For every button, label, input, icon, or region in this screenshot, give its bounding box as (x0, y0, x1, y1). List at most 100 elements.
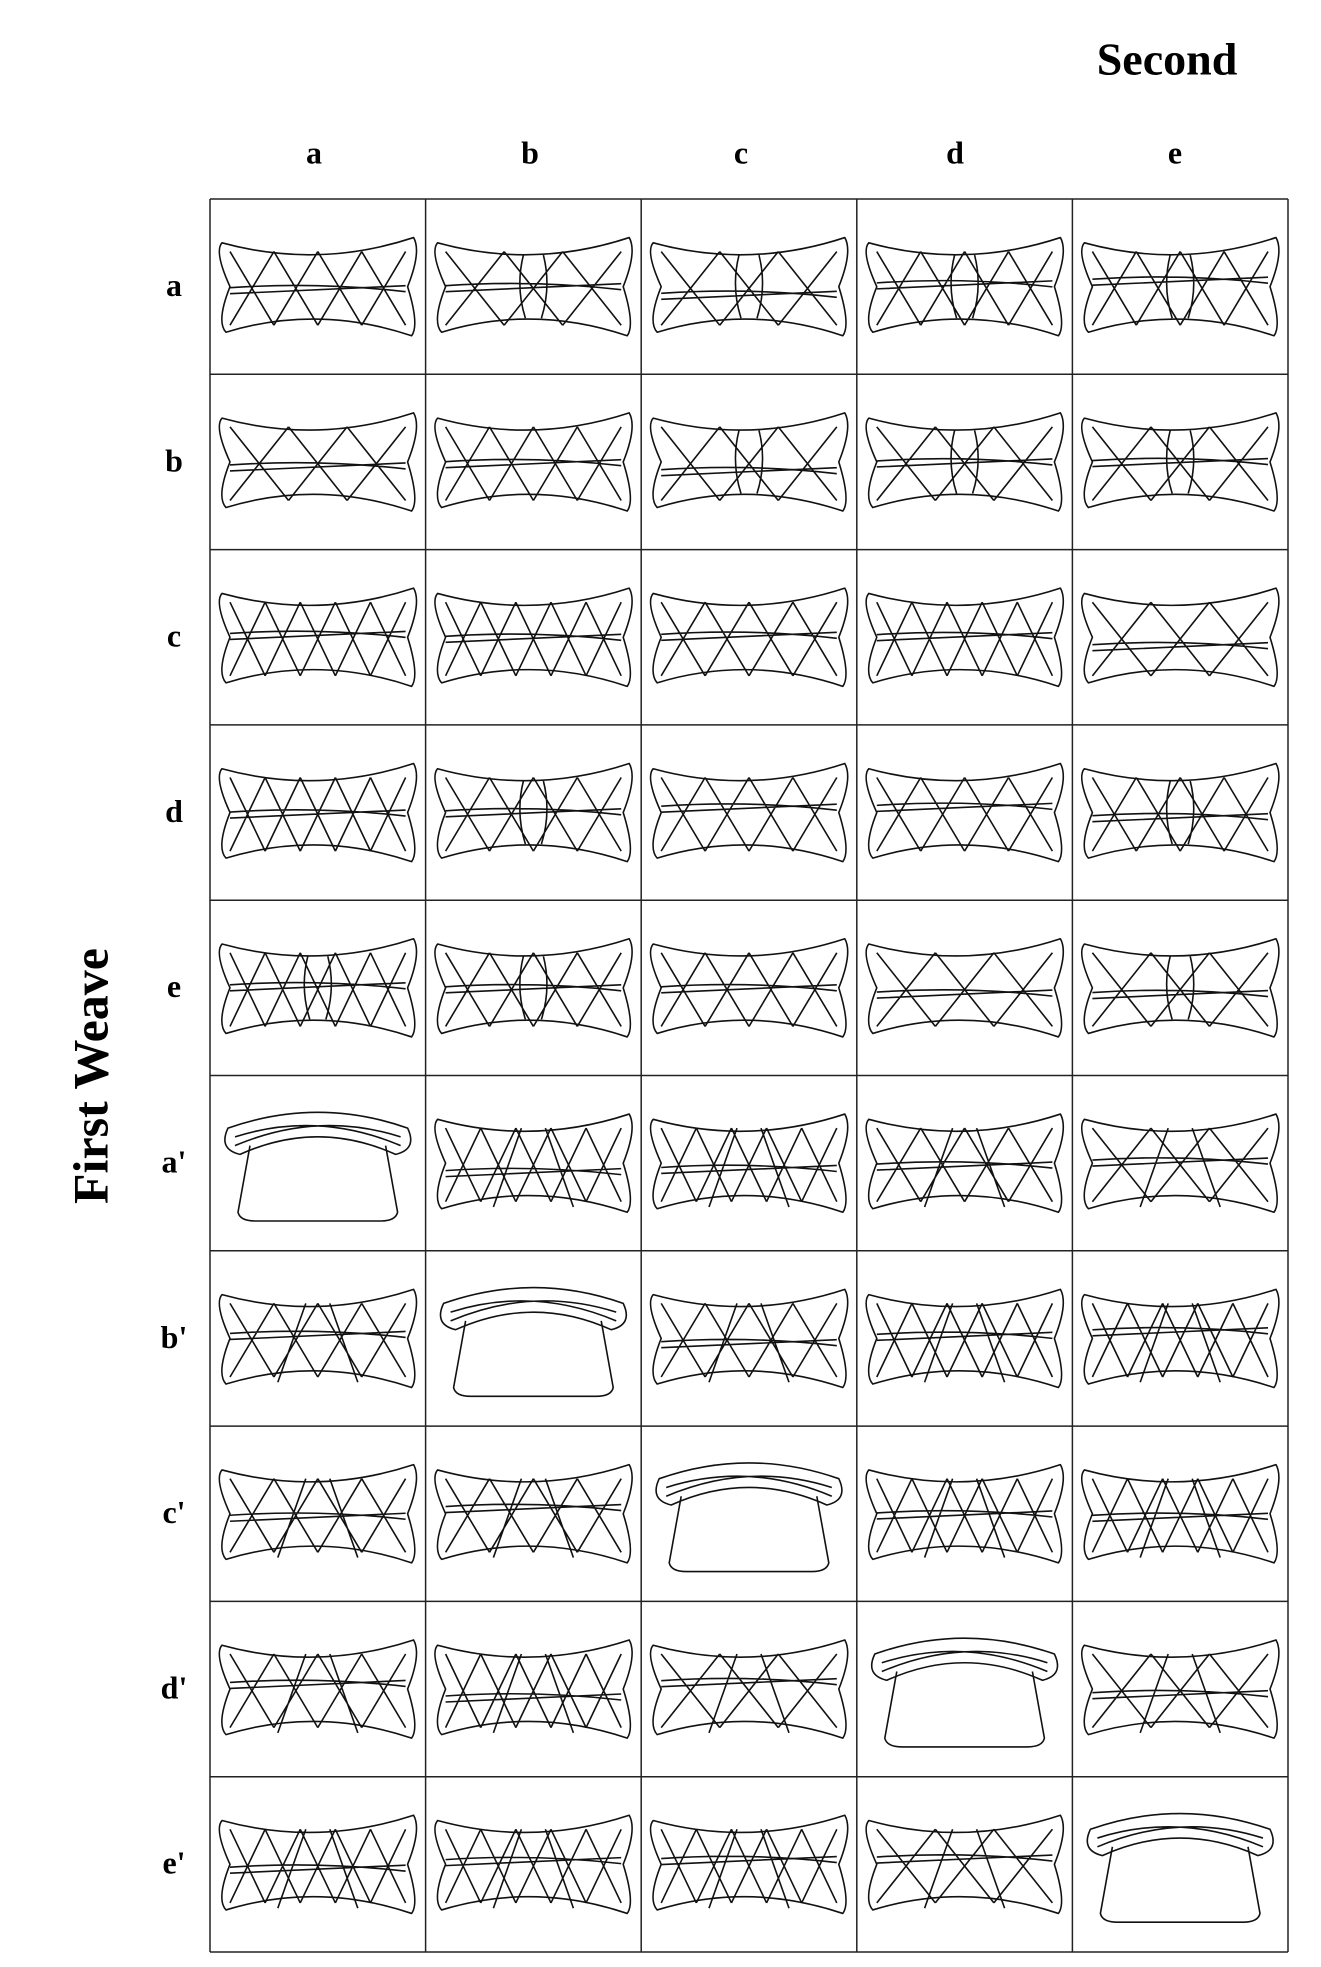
weave-outline (434, 236, 633, 337)
weave-strands (660, 777, 838, 852)
weave-strands (876, 777, 1054, 852)
weave-drawing (649, 1288, 849, 1389)
weave-drawing (1080, 762, 1280, 863)
weave-drawing (865, 236, 1065, 337)
weave-wings (655, 1462, 843, 1506)
second-title: Second (1097, 34, 1238, 85)
weave-strands (444, 1828, 622, 1909)
weave-outline (1080, 762, 1280, 863)
weave-outline (649, 1113, 849, 1214)
weave-outline (218, 1463, 418, 1564)
weave-drawing (1080, 1639, 1280, 1739)
weave-drawing (218, 1463, 418, 1564)
weave-outline (434, 1639, 633, 1739)
weave-drawing (434, 412, 633, 512)
row-label: a (166, 267, 182, 303)
weave-outline (1080, 1463, 1280, 1564)
row-label: d' (161, 1669, 188, 1705)
weave-strands (876, 1127, 1054, 1208)
weave-strands (876, 601, 1054, 677)
weave-strands (660, 251, 838, 326)
weave-drawing (1080, 236, 1280, 337)
weave-outline (434, 412, 633, 512)
weave-strands (444, 251, 622, 326)
weave-strands (444, 777, 622, 852)
weave-outline (1080, 937, 1280, 1038)
weave-outline (218, 937, 418, 1038)
weave-strands (444, 1127, 622, 1208)
weave-strands (660, 1127, 838, 1208)
weave-drawing (1080, 1113, 1280, 1214)
weave-outline (1080, 412, 1280, 512)
weave-base (883, 1671, 1046, 1748)
weave-drawing (649, 1639, 849, 1739)
weave-strands (876, 426, 1054, 502)
weave-drawing (439, 1286, 628, 1398)
weave-outline (218, 236, 418, 337)
weave-outline (865, 236, 1065, 337)
weave-drawing (1080, 412, 1280, 512)
weave-strands (229, 426, 407, 502)
weave-strands (229, 1478, 407, 1558)
weave-drawing (1080, 1288, 1280, 1389)
weave-outline (1080, 1113, 1280, 1214)
weave-strands (444, 952, 622, 1027)
weave-strands (660, 1302, 838, 1383)
weave-outline (865, 412, 1065, 512)
weave-drawing (865, 1113, 1065, 1214)
column-label: e (1168, 134, 1182, 170)
row-label: b' (161, 1319, 188, 1355)
weave-strands (660, 601, 838, 677)
weave-strands (229, 1828, 407, 1909)
row-label: e' (162, 1845, 185, 1881)
weave-drawing (865, 937, 1065, 1038)
weave-outline (649, 412, 849, 512)
weave-cross (881, 1650, 1048, 1673)
weave-outline (434, 762, 633, 863)
weave-strands (229, 952, 407, 1027)
weave-outline (1080, 1639, 1280, 1739)
weave-outline (649, 236, 849, 337)
weave-strands (876, 1828, 1054, 1909)
weave-strands (1091, 952, 1269, 1027)
weave-drawing (1080, 1463, 1280, 1564)
first-weave-title: First Weave (62, 948, 118, 1204)
weave-outline (865, 1463, 1065, 1564)
column-label: d (946, 134, 964, 170)
weave-outline (218, 762, 418, 863)
weave-drawing (434, 587, 633, 688)
weave-drawing (649, 587, 849, 688)
weave-drawing (649, 236, 849, 337)
row-label: c (167, 618, 181, 654)
weave-drawing (865, 1463, 1065, 1564)
weave-drawing (434, 937, 633, 1038)
weave-drawing (1080, 587, 1280, 688)
weave-strands (1091, 601, 1269, 677)
weave-outline (434, 1814, 633, 1915)
weave-cross (450, 1300, 617, 1322)
weave-outline (865, 937, 1065, 1038)
weave-drawing (655, 1462, 843, 1573)
weave-strands (1091, 1478, 1269, 1558)
weave-drawing (434, 1463, 633, 1564)
weave-outline (1080, 587, 1280, 688)
weave-cross (1097, 1825, 1264, 1848)
column-label: c (734, 134, 748, 170)
weave-drawing (649, 1113, 849, 1214)
weave-drawing (218, 236, 418, 337)
weave-cross (234, 1124, 401, 1147)
weave-outline (218, 587, 418, 688)
weave-strands (444, 601, 622, 677)
weave-strands (1091, 1653, 1269, 1734)
weave-drawing (649, 412, 849, 512)
weave-strands (444, 1653, 622, 1734)
weave-strands (1091, 1127, 1269, 1208)
weave-outline (865, 587, 1065, 688)
weave-outline (434, 937, 633, 1038)
weave-outline (218, 1639, 418, 1739)
column-label: b (521, 134, 539, 170)
weave-drawing (434, 1113, 633, 1214)
weave-drawing (865, 1814, 1065, 1915)
weave-outline (218, 412, 418, 512)
